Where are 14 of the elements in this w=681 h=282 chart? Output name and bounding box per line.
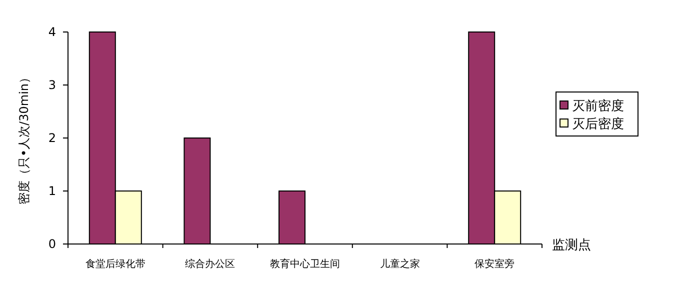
- legend-label: 灭前密度: [572, 98, 624, 114]
- y-tick-label: 0: [48, 237, 56, 251]
- x-tick-label: 儿童之家: [380, 258, 420, 270]
- y-tick-label: 1: [48, 184, 56, 198]
- x-tick-label: 保安室旁: [474, 258, 515, 270]
- x-axis-title: 监测点: [552, 238, 591, 253]
- legend-label: 灭后密度: [572, 116, 624, 132]
- y-tick-label: 2: [48, 131, 56, 145]
- x-tick-label: 食堂后绿化带: [85, 258, 146, 270]
- y-tick-label: 3: [48, 78, 56, 92]
- x-tick-label: 教育中心卫生间: [270, 258, 340, 270]
- x-tick-label: 综合办公区: [185, 258, 236, 270]
- y-axis-title: 密度（只•人次/30min）: [17, 71, 31, 205]
- y-tick-label: 4: [48, 25, 56, 39]
